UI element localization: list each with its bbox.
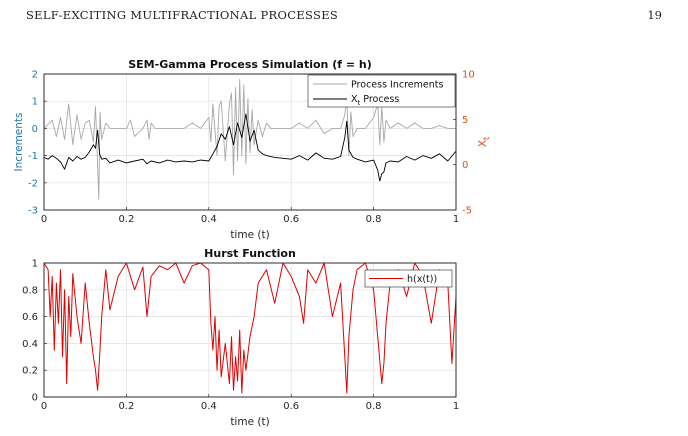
chart2-y-tick-label: 1 <box>32 259 38 270</box>
chart1-legend: Process Increments Xt Process <box>307 74 456 108</box>
chart-sem-gamma: 0 0.2 0.4 0.6 0.8 1 -3 -2 -1 0 1 2 -5 0 5 10 SEM-Gamm… <box>13 58 491 241</box>
page-number: 19 <box>647 8 662 22</box>
legend-label-process-main: X <box>351 94 358 105</box>
chart1-x-tick-label: 0.4 <box>201 214 217 225</box>
chart1-process-series <box>43 113 457 182</box>
chart1-left-y-tick-label: -3 <box>28 206 38 217</box>
chart1-x-tick-label: 0 <box>41 214 47 225</box>
chart2-x-tick-label: 0.8 <box>366 401 382 412</box>
chart2-legend-box <box>364 269 453 288</box>
running-head: SELF-EXCITING MULTIFRACTIONAL PROCESSES … <box>26 8 662 24</box>
chart2-frame <box>43 262 457 398</box>
chart1-title: SEM-Gamma Process Simulation (f = h) <box>128 58 372 71</box>
chart1-right-y-tick-label: 5 <box>462 115 468 126</box>
chart2-x-tick-label: 0.4 <box>201 401 217 412</box>
chart1-left-y-tick-label: -1 <box>28 151 38 162</box>
chart-hurst-function: 0 0.2 0.4 0.6 0.8 1 0 0.2 0.4 0.6 0.8 1 Hurst Func… <box>22 247 459 428</box>
legend-label-process: Xt Process <box>351 94 399 107</box>
chart2-x-tick-label: 0 <box>41 401 47 412</box>
chart1-x-tick-label: 0.6 <box>283 214 299 225</box>
chart2-y-tick-label: 0.8 <box>22 285 38 296</box>
increments-line <box>43 78 456 200</box>
chart1-left-y-tick-label: 0 <box>32 124 38 135</box>
chart1-y-right-label-main: X <box>477 140 489 147</box>
chart1-right-y-tick-label: 10 <box>462 70 475 81</box>
chart1-left-y-tick-label: 1 <box>32 97 38 108</box>
chart1-x-tick-label: 0.8 <box>366 214 382 225</box>
chart1-y-right-label-sub: t <box>482 137 491 140</box>
chart1-increments-series <box>43 78 456 200</box>
legend-label-process-sub: t <box>358 99 361 107</box>
chart1-y-left-ticks: -3 -2 -1 0 1 2 <box>28 70 47 217</box>
chart1-left-y-tick-label: 2 <box>32 70 38 81</box>
chart1-x-tick-label: 0.2 <box>118 214 134 225</box>
chart1-x-label: time (t) <box>230 229 269 241</box>
chart1-x-tick-label: 1 <box>453 214 459 225</box>
chart2-x-tick-label: 1 <box>453 401 459 412</box>
chart1-frame <box>43 73 457 211</box>
chart2-x-label: time (t) <box>230 416 269 428</box>
chart1-right-y-tick-label: -5 <box>462 206 472 217</box>
chart1-x-ticks: 0 0.2 0.4 0.6 0.8 1 <box>41 207 459 225</box>
chart1-y-right-label: Xt <box>477 137 491 147</box>
chart2-y-tick-label: 0.2 <box>22 366 38 377</box>
legend-label-hurst: h(x(t)) <box>407 274 437 285</box>
chart2-legend: h(x(t)) <box>364 269 453 288</box>
running-title: SELF-EXCITING MULTIFRACTIONAL PROCESSES <box>26 8 339 22</box>
legend-label-process-suffix: Process <box>360 94 399 105</box>
chart2-y-tick-label: 0 <box>32 393 38 404</box>
chart1-right-y-tick-label: 0 <box>462 160 468 171</box>
chart2-x-tick-label: 0.6 <box>283 401 299 412</box>
chart1-y-left-label: Increments <box>13 112 25 171</box>
chart2-title: Hurst Function <box>204 247 296 260</box>
chart2-x-tick-label: 0.2 <box>118 401 134 412</box>
chart1-legend-box <box>307 74 456 108</box>
chart2-grid <box>44 263 456 397</box>
chart2-y-tick-label: 0.6 <box>22 312 38 323</box>
chart2-y-tick-label: 0.4 <box>22 339 38 350</box>
chart1-left-y-tick-label: -2 <box>28 178 38 189</box>
process-line <box>43 113 457 182</box>
legend-label-increments: Process Increments <box>351 80 443 91</box>
chart1-y-right-ticks: -5 0 5 10 <box>453 70 475 217</box>
chart2-y-ticks: 0 0.2 0.4 0.6 0.8 1 <box>22 259 47 404</box>
chart2-x-ticks: 0 0.2 0.4 0.6 0.8 1 <box>41 394 459 412</box>
